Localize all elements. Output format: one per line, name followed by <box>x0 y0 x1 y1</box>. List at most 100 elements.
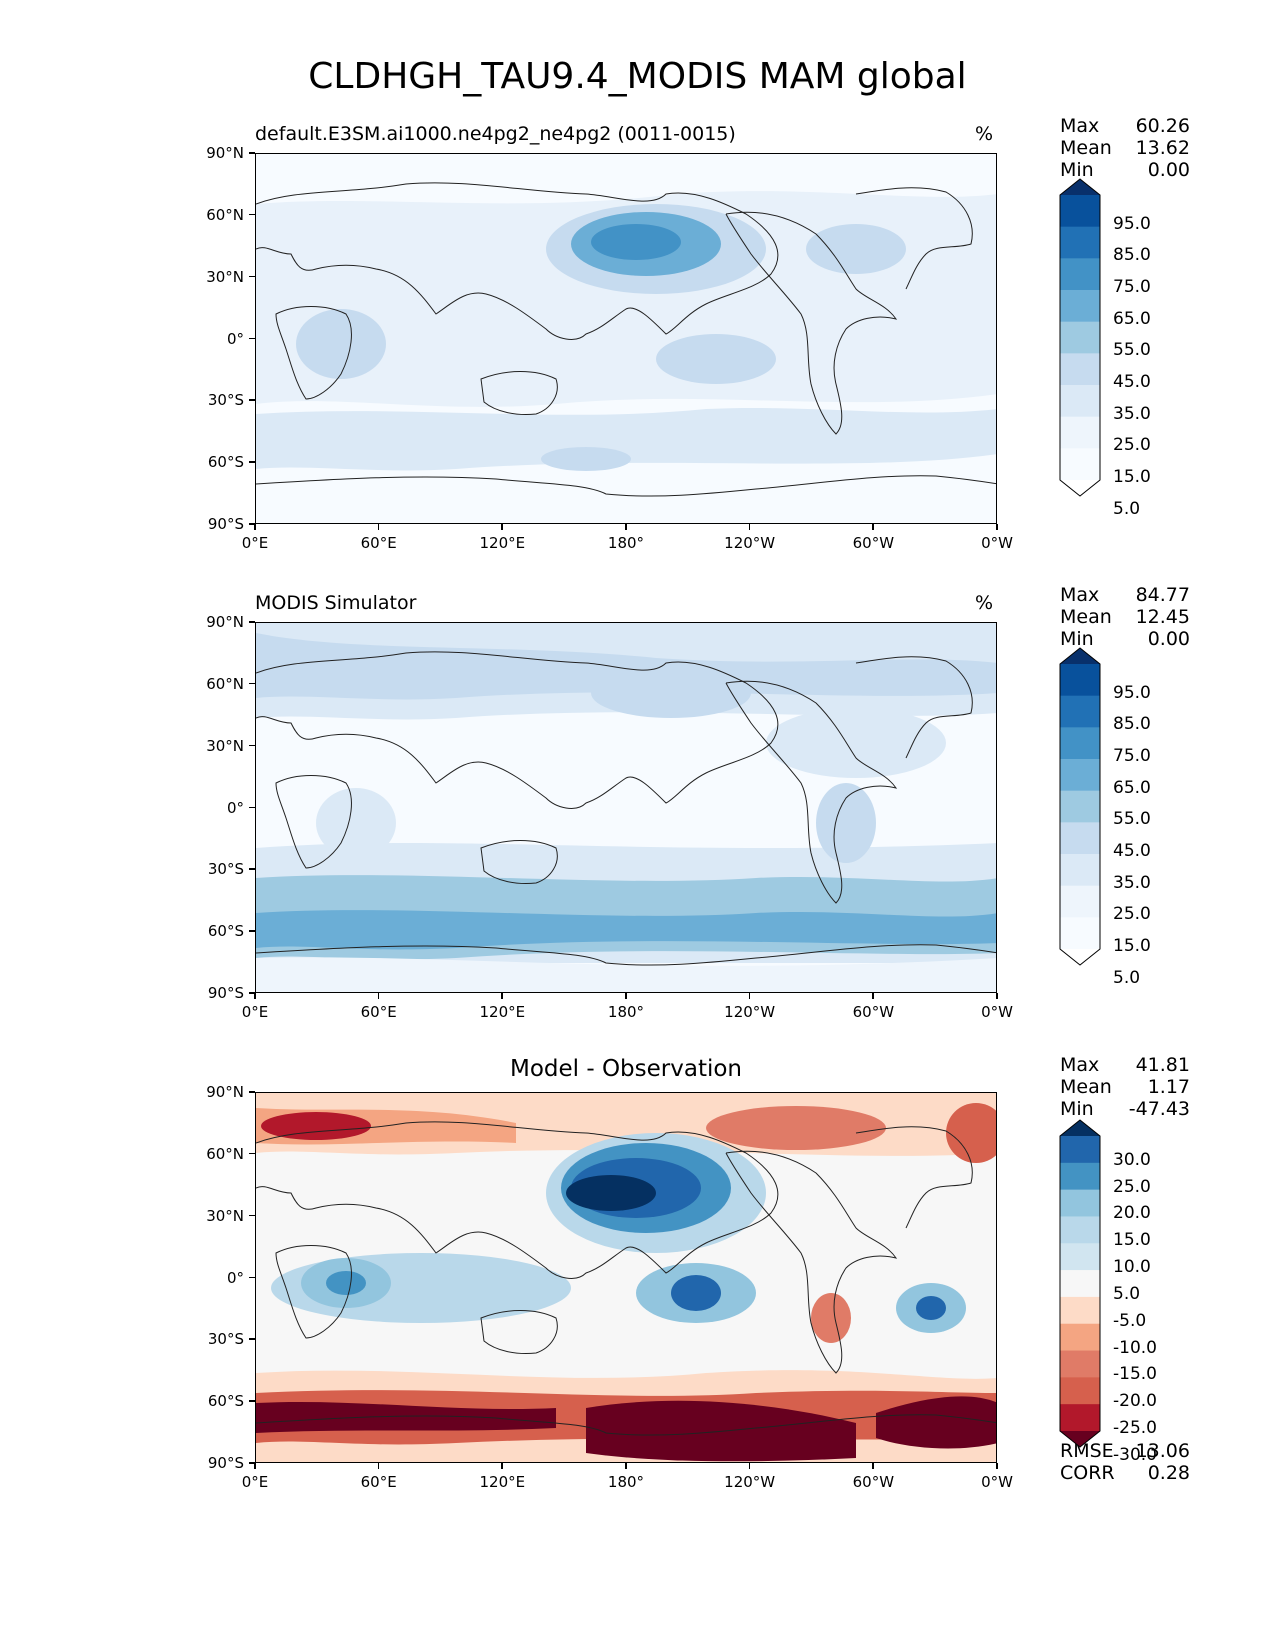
colorbar-tick-label: -10.0 <box>1113 1337 1157 1358</box>
lon-tick <box>377 993 380 999</box>
lat-tick <box>249 1338 255 1340</box>
stat-value: 13.62 <box>1135 137 1190 159</box>
panel-title: default.E3SM.ai1000.ne4pg2_ne4pg2 (0011-… <box>255 123 736 145</box>
lat-tick <box>249 930 255 932</box>
colorbar-segment <box>1060 854 1100 887</box>
lon-tick-label: 120°E <box>479 1003 526 1021</box>
map-plot <box>255 622 997 993</box>
lat-tick <box>249 1091 255 1093</box>
lon-tick-label: 0°W <box>981 1003 1013 1021</box>
colorbar-extend-max <box>1060 648 1100 664</box>
lon-tick-label: 0°W <box>981 1473 1013 1491</box>
colorbar-extend-min <box>1060 480 1100 496</box>
lat-tick-label: 60°S <box>207 922 244 941</box>
lat-tick-label: 0° <box>226 329 244 348</box>
panel-title: MODIS Simulator <box>255 592 417 614</box>
lon-tick <box>748 993 751 999</box>
coastline <box>855 187 973 290</box>
stat-value: 0.00 <box>1147 628 1190 650</box>
colorbar-segment <box>1060 321 1100 354</box>
lon-tick <box>872 993 874 999</box>
lon-tick-label: 120°E <box>479 1473 526 1491</box>
colorbar-segment <box>1060 790 1100 823</box>
colorbar-tick-label: 55.0 <box>1113 340 1151 361</box>
lon-tick-label: 0°E <box>241 534 269 552</box>
lon-tick-label: 60°W <box>852 1003 895 1021</box>
lat-tick-label: 90°S <box>207 515 244 533</box>
model-panel: default.E3SM.ai1000.ne4pg2_ne4pg2 (0011-… <box>0 115 1275 623</box>
colorbar <box>1059 1119 1101 1448</box>
colorbar-segment <box>1060 822 1100 855</box>
lat-tick-label: 30°S <box>207 860 244 879</box>
stat-value: 0.28 <box>1147 1462 1190 1484</box>
lat-tick-label: 30°N <box>206 1206 244 1225</box>
map-plot <box>255 153 997 524</box>
colorbar-tick-label: 65.0 <box>1113 308 1151 329</box>
coastline <box>256 1414 996 1436</box>
stat-value: 1.17 <box>1147 1076 1190 1098</box>
stat-label: Mean <box>1060 606 1112 628</box>
lon-tick <box>996 993 998 999</box>
stat-label: Max <box>1060 1054 1100 1076</box>
lon-tick <box>501 1463 503 1469</box>
stat-value: 0.00 <box>1147 159 1190 181</box>
colorbar-tick-label: 5.0 <box>1113 1283 1141 1304</box>
colorbar-segment <box>1060 416 1100 449</box>
stat-value: -47.43 <box>1128 1098 1190 1120</box>
coastline <box>725 1150 898 1374</box>
lon-tick <box>254 524 256 530</box>
colorbar <box>1059 647 1101 966</box>
lon-tick <box>996 524 998 530</box>
lat-tick <box>249 1152 255 1155</box>
colorbar-segment <box>1060 1350 1100 1378</box>
panel-title: Model - Observation <box>509 1056 743 1082</box>
colorbar-segment <box>1060 1216 1100 1244</box>
map-field <box>256 623 996 992</box>
stat-value: 60.26 <box>1135 115 1190 137</box>
stat-label: Max <box>1060 584 1100 606</box>
colorbar-tick-label: -25.0 <box>1113 1418 1157 1438</box>
lat-tick-label: 0° <box>226 1268 244 1287</box>
colorbar-segment <box>1060 290 1100 323</box>
colorbar-segment <box>1060 1136 1100 1164</box>
lon-tick-label: 0°E <box>241 1473 269 1491</box>
lon-tick <box>501 524 503 530</box>
colorbar-tick-label: 85.0 <box>1113 245 1151 266</box>
stat-label: Min <box>1060 628 1094 650</box>
colorbar-segment <box>1060 885 1100 918</box>
colorbar-tick-label: 75.0 <box>1113 277 1151 297</box>
observation-panel: MODIS Simulator % Max 84.77 Mean 12.45 Min… <box>0 584 1275 1092</box>
colorbar-segment <box>1060 759 1100 792</box>
colorbar-outline <box>1059 1119 1101 1448</box>
map-field <box>256 154 996 523</box>
colorbar-tick-label: 5.0 <box>1113 967 1141 988</box>
colorbar-tick-label: 35.0 <box>1113 403 1151 424</box>
error-stats-block: RMSE 13.06 CORR 0.28 <box>1060 1440 1190 1484</box>
colorbar-tick-label: -20.0 <box>1113 1391 1157 1412</box>
colorbar-tick-label: -5.0 <box>1113 1310 1147 1331</box>
lon-tick-label: 120°E <box>479 534 526 552</box>
colorbar-tick-label: -15.0 <box>1113 1364 1157 1385</box>
map-plot <box>255 1092 997 1463</box>
lat-tick <box>249 806 255 808</box>
lat-tick <box>249 744 255 747</box>
lon-tick-label: 180° <box>607 534 645 552</box>
colorbar-segment <box>1060 1323 1100 1352</box>
coastline <box>256 651 779 809</box>
map-field <box>256 1093 996 1462</box>
lat-tick <box>249 275 255 278</box>
stats-block: Max 60.26 Mean 13.62 Min 0.00 <box>1060 115 1190 181</box>
lat-tick-label: 90°N <box>206 144 244 162</box>
coastline <box>480 1310 558 1354</box>
coastline <box>256 1121 779 1279</box>
lat-tick-label: 90°S <box>207 1454 244 1472</box>
panel-unit: % <box>975 592 994 614</box>
coastline <box>725 680 898 904</box>
colorbar-segment <box>1060 258 1100 291</box>
colorbar-tick-label: -30.0 <box>1113 1444 1157 1465</box>
colorbar-tick-label: 85.0 <box>1113 714 1151 735</box>
coastline <box>725 211 898 435</box>
colorbar-tick-label: 25.0 <box>1113 1176 1151 1197</box>
lat-tick-label: 60°S <box>207 1392 244 1411</box>
lat-tick-label: 60°N <box>206 205 244 224</box>
